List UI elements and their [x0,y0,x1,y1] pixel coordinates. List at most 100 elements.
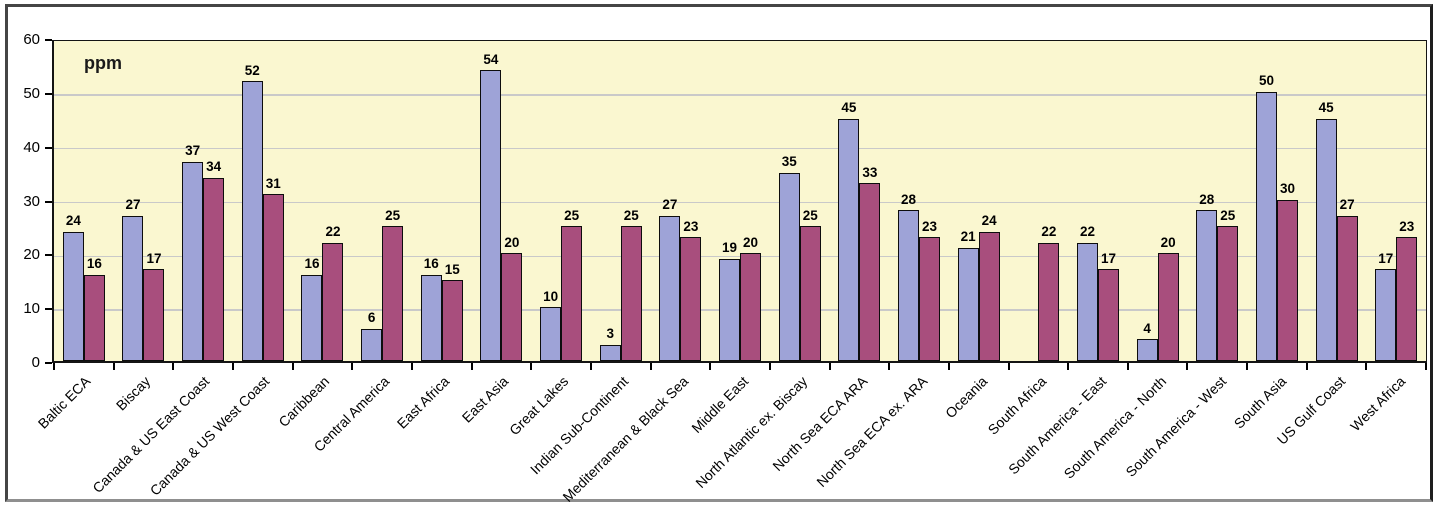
bar-value-label: 28 [901,191,917,207]
bar-slot: 16 [420,41,442,361]
bar [838,118,860,361]
bar-slot: 33 [859,41,881,361]
bar-value-label: 23 [922,218,938,234]
bar-value-label: 4 [1143,320,1151,336]
x-axis-tick [1067,363,1070,370]
x-axis-category-label-text: North Sea ECA ex. ARA [813,373,931,490]
x-axis-tick [709,363,712,370]
bar-slot: 27 [122,41,144,361]
bar-slot: 3 [599,41,621,361]
category-group: 54 20 [472,41,533,370]
bar-slot: 24 [978,41,1000,361]
y-axis-tick-label: 50 [23,84,40,102]
x-axis-tick [470,363,473,370]
y-axis-tick-label: 30 [23,192,40,210]
category-group: 10 25 [531,41,592,370]
bar-slot: 21 [957,41,979,361]
bar [62,231,84,361]
x-axis-tick [768,363,771,370]
bar [719,258,741,361]
bar-value-label: 15 [444,261,460,277]
y-axis-tick [45,39,52,41]
category-group: 52 31 [233,41,294,370]
bar-slot [1017,41,1038,361]
bar-value-label: 20 [1160,234,1176,250]
bar [1038,242,1060,361]
bar [978,231,1000,361]
bar [1157,253,1179,361]
gridline [54,94,1426,96]
bar [1336,215,1358,361]
category-group: 16 15 [412,41,473,370]
x-axis-tick [351,363,354,370]
bar [599,344,621,361]
x-axis-tick [947,363,950,370]
bar [203,177,225,361]
bar-value-label: 22 [1079,224,1095,240]
bar [1375,269,1397,361]
bar-slot: 6 [361,41,383,361]
x-axis-category-label-text: South Africa [985,373,1050,438]
bar [1315,118,1337,361]
bar-slot: 17 [1097,41,1119,361]
bar [740,253,762,361]
bar-value-label: 19 [722,240,738,256]
bar [83,274,105,361]
category-group: 6 25 [352,41,413,370]
bar-value-label: 16 [86,256,102,272]
y-axis-tick-label: 0 [31,354,40,371]
bar-slot: 16 [83,41,105,361]
bar-slot: 23 [1396,41,1418,361]
bar [501,253,523,361]
x-axis-category-label-text: Biscay [112,373,153,414]
category-group: 27 23 [651,41,712,370]
x-axis-tick [53,363,55,370]
y-axis-tick [45,92,52,95]
bar [322,242,344,361]
bar-slot: 54 [480,41,502,361]
bar-slot: 20 [501,41,523,361]
y-axis-tick-label: 10 [23,300,40,318]
bar [262,194,284,361]
x-axis-tick [589,363,592,370]
bar [1076,242,1098,361]
category-group: 17 23 [1366,41,1428,370]
bar-value-label: 50 [1258,73,1274,89]
x-axis-tick [1365,363,1368,370]
bar-value-label: 27 [125,197,141,213]
bar [301,274,323,361]
plot-area: 24 16 27 17 37 34 52 31 16 22 6 25 16 15 54 20 10 25 3 25 27… [52,40,1428,370]
category-group: 45 33 [830,41,891,370]
x-axis-tick [1126,363,1129,370]
x-axis-tick [112,363,115,370]
bar-value-label: 17 [1378,250,1394,266]
bar-slot: 25 [561,41,583,361]
bar-slot: 31 [262,41,284,361]
x-axis-category-label-text: East Africa [393,373,452,432]
bar-value-label: 45 [841,100,857,116]
bar-slot: 28 [1196,41,1218,361]
bar-slot: 28 [898,41,920,361]
x-axis-tick [231,363,234,370]
x-axis-category-label-text: South America - West [1122,373,1230,480]
category-group: 21 24 [949,41,1010,370]
bars-layer: 24 16 27 17 37 34 52 31 16 22 6 25 16 15 54 20 10 25 3 25 27… [53,41,1428,370]
bar [420,274,442,361]
bar-slot: 52 [241,41,263,361]
x-axis-tick [649,363,652,370]
x-axis-category-label-text: Caribbean [275,373,333,430]
bar-slot: 16 [301,41,323,361]
bar-value-label: 28 [1199,191,1215,207]
bar-slot: 25 [382,41,404,361]
bar [898,210,920,361]
bar-value-label: 54 [483,51,499,67]
x-axis-category-label-text: Canada & US West Coast [146,373,273,499]
x-axis-tick [1425,363,1428,370]
bar [1217,226,1239,361]
bar-value-label: 52 [244,62,260,78]
bar [1196,210,1218,361]
category-group: 3 25 [591,41,652,370]
bar-slot: 25 [799,41,821,361]
bar [778,172,800,361]
bar-slot: 17 [1375,41,1397,361]
